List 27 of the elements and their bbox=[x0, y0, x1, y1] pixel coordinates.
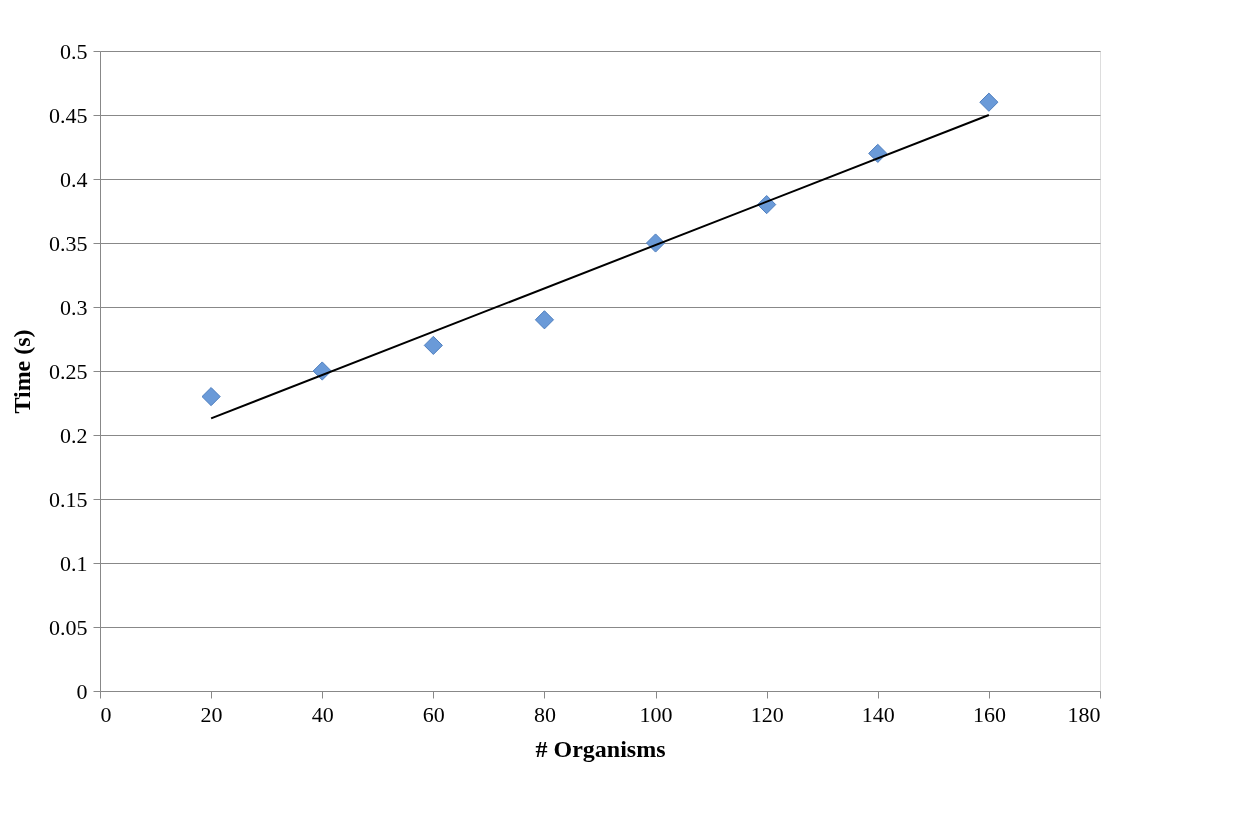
point bbox=[423, 335, 443, 355]
x-tick-label: 80 bbox=[533, 701, 556, 727]
x-tick-label: 120 bbox=[750, 701, 784, 727]
x-tick-label: 60 bbox=[422, 701, 445, 727]
y-axis-title: Time (s) bbox=[9, 329, 35, 414]
y-tick-label: 0.45 bbox=[49, 102, 88, 128]
x-tick-label: 180 bbox=[1067, 701, 1101, 727]
x-axis-title: # Organisms bbox=[535, 735, 666, 762]
x-tick-label: 0 bbox=[100, 701, 112, 727]
y-tick-label: 0.4 bbox=[60, 166, 88, 192]
y-tick-label: 0.2 bbox=[60, 422, 88, 448]
x-tick-label: 20 bbox=[200, 701, 223, 727]
x-tick-label: 160 bbox=[972, 701, 1006, 727]
point bbox=[979, 92, 999, 112]
y-tick-label: 0.5 bbox=[60, 38, 88, 64]
y-tick-label: 0 bbox=[76, 678, 88, 704]
x-tick-label: 140 bbox=[861, 701, 895, 727]
x-tick-label: 40 bbox=[311, 701, 334, 727]
point bbox=[534, 310, 555, 330]
y-tick-label: 0.35 bbox=[49, 230, 88, 256]
y-tick-label: 0.25 bbox=[49, 358, 88, 384]
point bbox=[201, 387, 221, 407]
y-tick-label: 0.15 bbox=[49, 486, 88, 512]
x-tick-label: 100 bbox=[639, 701, 673, 727]
y-tick-label: 0.1 bbox=[60, 550, 88, 576]
y-tick-label: 0.05 bbox=[49, 614, 88, 640]
y-tick-label: 0.3 bbox=[60, 294, 88, 320]
